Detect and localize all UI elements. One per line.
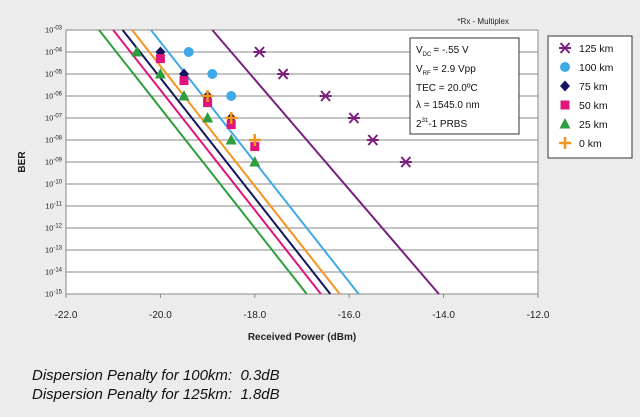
data-point (203, 98, 213, 108)
y-tick-label: 10-11 (45, 202, 62, 211)
data-point (250, 142, 260, 152)
legend-label: 50 km (579, 100, 608, 112)
y-tick-label: 10-09 (45, 158, 63, 167)
data-point (248, 134, 261, 146)
y-tick-label: 10-12 (45, 224, 63, 233)
y-axis-label: BER (17, 151, 28, 173)
data-point (226, 91, 237, 101)
legend-marker (560, 62, 570, 72)
y-tick-label: 10-10 (45, 180, 63, 189)
data-point (155, 54, 165, 64)
vrf-line: VRF = 2.9 Vpp (416, 64, 476, 77)
prbs-rest: -1 PRBS (428, 119, 467, 130)
conditions-box-frame (409, 37, 520, 135)
x-tick-label: -16.0 (338, 310, 361, 321)
legend-label: 125 km (579, 43, 614, 55)
y-tick-label: 10-07 (45, 114, 63, 123)
legend-marker (559, 137, 571, 149)
legend-label: 25 km (579, 119, 608, 131)
vrf-sub: RF (423, 71, 431, 77)
legend-frame (547, 35, 633, 159)
legend-label: 0 km (579, 138, 602, 150)
data-point (399, 156, 412, 168)
prbs-line: 231-1 PRBS (416, 118, 467, 130)
plot-frame (65, 29, 539, 295)
vdc-label: V (416, 45, 423, 56)
footnote-label: Dispersion Penalty for 125km: (32, 386, 233, 403)
data-point (249, 156, 261, 167)
series-line (211, 29, 440, 295)
x-tick-label: -22.0 (55, 310, 78, 321)
data-point (226, 120, 236, 130)
data-point (183, 47, 194, 57)
lambda-line: λ = 1545.0 nm (416, 100, 480, 111)
corner-note: *Rx - Multiplex (457, 17, 509, 26)
vdc-value: = -.55 V (433, 45, 469, 56)
legend-label: 75 km (579, 81, 608, 93)
conditions-box: VDC = -.55 V VRF = 2.9 Vpp TEC = 20.0ºC λ … (409, 37, 520, 135)
data-point (131, 46, 143, 57)
x-tick-label: -14.0 (432, 310, 455, 321)
legend-marker (559, 118, 571, 129)
data-point (207, 69, 218, 79)
x-axis-ticks: -22.0 -20.0 -18.0 -16.0 -14.0 -12.0 (55, 294, 550, 321)
y-tick-label: 10-15 (45, 290, 63, 299)
legend: 125 km 100 km 75 km 50 km 25 km 0 km (547, 35, 633, 159)
series-line (131, 29, 341, 295)
vrf-label: V (416, 64, 423, 75)
footnote-value: 1.8dB (240, 386, 280, 403)
data-point (201, 90, 214, 102)
data-point (347, 112, 360, 124)
footnote-100km: Dispersion Penalty for 100km: 0.3dB (32, 366, 280, 385)
grid (66, 29, 538, 295)
prbs-base: 2 (416, 119, 422, 130)
prbs-sup: 31 (422, 118, 429, 124)
y-tick-label: 10-04 (45, 48, 63, 57)
x-tick-label: -20.0 (149, 310, 172, 321)
legend-marker (560, 100, 570, 110)
data-point (319, 90, 332, 102)
series-line (98, 29, 308, 295)
y-tick-label: 10-08 (45, 136, 63, 145)
footnote-value: 0.3dB (240, 367, 280, 384)
data-point (225, 112, 238, 124)
data-point (253, 46, 266, 58)
footnote-label: Dispersion Penalty for 100km: (32, 367, 233, 384)
y-tick-label: 10-13 (45, 246, 63, 255)
y-axis-ticks: 10-03 10-04 10-05 10-06 10-07 10-08 10-09 10-10… (45, 26, 63, 299)
x-tick-label: -12.0 (527, 310, 550, 321)
vdc-line: VDC = -.55 V (416, 45, 469, 58)
x-tick-label: -18.0 (243, 310, 266, 321)
data-point (154, 68, 166, 79)
tec-line: TEC = 20.0ºC (416, 83, 478, 94)
data-markers (131, 46, 412, 168)
vdc-sub: DC (423, 52, 432, 58)
data-point (178, 90, 190, 101)
legend-label: 100 km (579, 62, 614, 74)
series-line (121, 29, 332, 295)
x-axis-label: Received Power (dBm) (248, 332, 356, 343)
legend-marker (559, 42, 571, 54)
y-tick-label: 10-06 (45, 92, 63, 101)
legend-entries: 125 km 100 km 75 km 50 km 25 km 0 km (559, 42, 614, 150)
footnotes: Dispersion Penalty for 100km: 0.3dB Disp… (32, 366, 280, 404)
data-point (366, 134, 379, 146)
footnote-125km: Dispersion Penalty for 125km: 1.8dB (32, 385, 280, 404)
series-line (112, 29, 322, 295)
legend-marker (560, 80, 570, 92)
data-point (179, 76, 189, 86)
data-point (202, 112, 214, 123)
y-tick-label: 10-14 (45, 268, 63, 277)
vrf-value: = 2.9 Vpp (433, 64, 477, 75)
y-tick-label: 10-05 (45, 70, 63, 79)
y-tick-label: 10-03 (45, 26, 63, 35)
data-point (277, 68, 290, 80)
data-point (225, 134, 237, 145)
